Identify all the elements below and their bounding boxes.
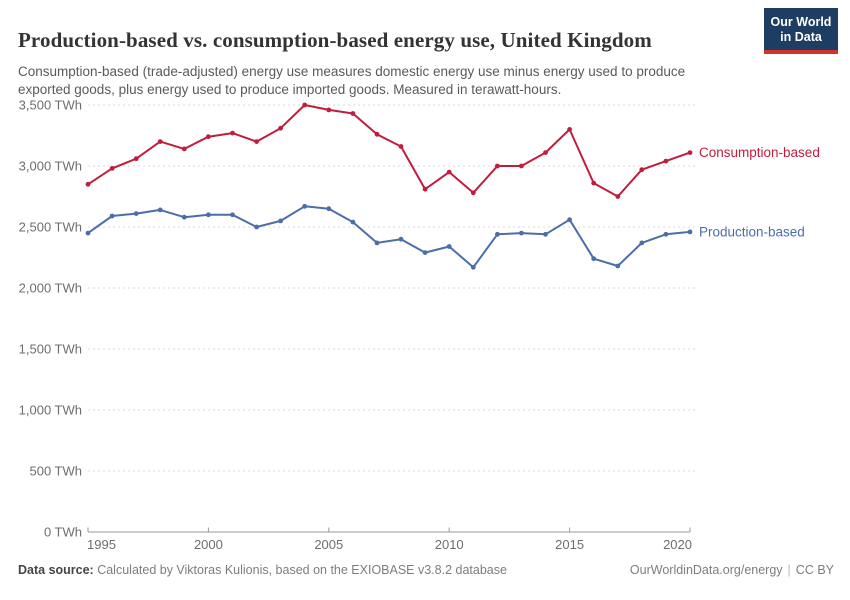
y-axis-label: 2,000 TWh — [19, 281, 82, 296]
consumption-based-point — [278, 125, 283, 131]
footer-links: OurWorldinData.org/energy | CC BY — [630, 563, 834, 577]
consumption-based-point — [326, 107, 332, 113]
consumption-based-series-label: Consumption-based — [699, 145, 820, 160]
consumption-based-point — [422, 186, 428, 192]
production-based-point — [422, 250, 428, 256]
consumption-based-point — [398, 144, 404, 149]
production-based-point — [543, 231, 548, 237]
production-based-line — [87, 205, 691, 269]
production-based-point — [495, 231, 500, 237]
production-based-point — [446, 244, 452, 249]
production-based-point — [302, 203, 308, 209]
logo-line-1: Our World — [770, 15, 832, 29]
production-based-point — [254, 224, 259, 230]
consumption-based-point — [230, 130, 235, 136]
x-axis-label: 2005 — [314, 537, 343, 552]
chart-subtitle: Consumption-based (trade-adjusted) energ… — [18, 63, 686, 98]
y-axis-label: 3,000 TWh — [19, 159, 82, 174]
production-based-point — [157, 207, 163, 213]
production-based-point — [230, 212, 235, 218]
production-based-point — [133, 211, 139, 217]
consumption-based-point — [206, 134, 211, 140]
consumption-based-point — [374, 131, 380, 137]
consumption-based-point — [495, 163, 500, 169]
production-based-point — [687, 229, 693, 235]
consumption-based-point — [302, 102, 308, 108]
production-based-point — [206, 212, 211, 218]
consumption-based-point — [639, 167, 645, 173]
consumption-based-point — [350, 111, 356, 116]
x-axis-label: 2020 — [663, 537, 692, 552]
y-axis-label: 1,000 TWh — [19, 403, 82, 418]
x-axis-label: 2015 — [555, 537, 584, 552]
production-based-point — [350, 219, 356, 225]
production-based-point — [663, 231, 669, 237]
consumption-based-point — [181, 146, 187, 152]
y-axis-label: 500 TWh — [29, 464, 82, 479]
production-based-point — [278, 218, 283, 224]
production-based-point — [639, 240, 645, 246]
consumption-based-point — [687, 150, 693, 156]
consumption-based-point — [85, 181, 91, 187]
production-based-point — [398, 236, 404, 242]
data-source-note: Data source: Calculated by Viktoras Kuli… — [18, 563, 507, 577]
owid-url-link[interactable]: OurWorldinData.org/energy — [629, 563, 783, 577]
consumption-based-point — [567, 126, 572, 132]
consumption-based-point — [543, 150, 548, 156]
consumption-based-point — [470, 190, 476, 196]
production-based-point — [615, 263, 621, 269]
y-axis-label: 2,500 TWh — [19, 220, 82, 235]
owid-logo: Our World in Data — [764, 8, 838, 54]
x-axis-label: 2000 — [194, 537, 223, 552]
y-axis-label: 0 TWh — [44, 525, 82, 540]
chart-footer: Data source: Calculated by Viktoras Kuli… — [18, 563, 834, 577]
x-axis-label: 2010 — [435, 537, 464, 552]
production-based-point — [591, 256, 597, 262]
license-label: CC BY — [795, 563, 834, 577]
data-source-text: Calculated by Viktoras Kulionis, based o… — [93, 563, 507, 577]
consumption-based-point — [254, 139, 259, 145]
production-based-point — [326, 206, 332, 212]
logo-line-2: in Data — [780, 30, 822, 44]
consumption-based-point — [109, 166, 115, 171]
footer-separator: | — [787, 563, 791, 577]
production-based-point — [519, 230, 524, 236]
production-based-point — [109, 213, 115, 219]
consumption-based-point — [519, 163, 524, 169]
consumption-based-line — [87, 104, 691, 198]
production-based-point — [85, 230, 91, 236]
consumption-based-point — [133, 156, 139, 162]
consumption-based-point — [446, 169, 452, 175]
consumption-based-point — [615, 194, 621, 199]
y-axis-label: 3,500 TWh — [19, 98, 82, 113]
data-source-label: Data source: — [18, 563, 94, 577]
consumption-based-point — [157, 139, 163, 145]
consumption-based-point — [591, 180, 597, 186]
production-based-point — [374, 240, 380, 246]
consumption-based-point — [663, 158, 669, 164]
production-based-series-label: Production-based — [699, 224, 805, 239]
production-based-point — [470, 264, 476, 270]
production-based-point — [181, 214, 187, 220]
production-based-point — [567, 217, 572, 223]
x-axis-label: 1995 — [87, 537, 116, 552]
y-axis-label: 1,500 TWh — [19, 342, 82, 357]
page-title: Production-based vs. consumption-based e… — [18, 28, 652, 53]
